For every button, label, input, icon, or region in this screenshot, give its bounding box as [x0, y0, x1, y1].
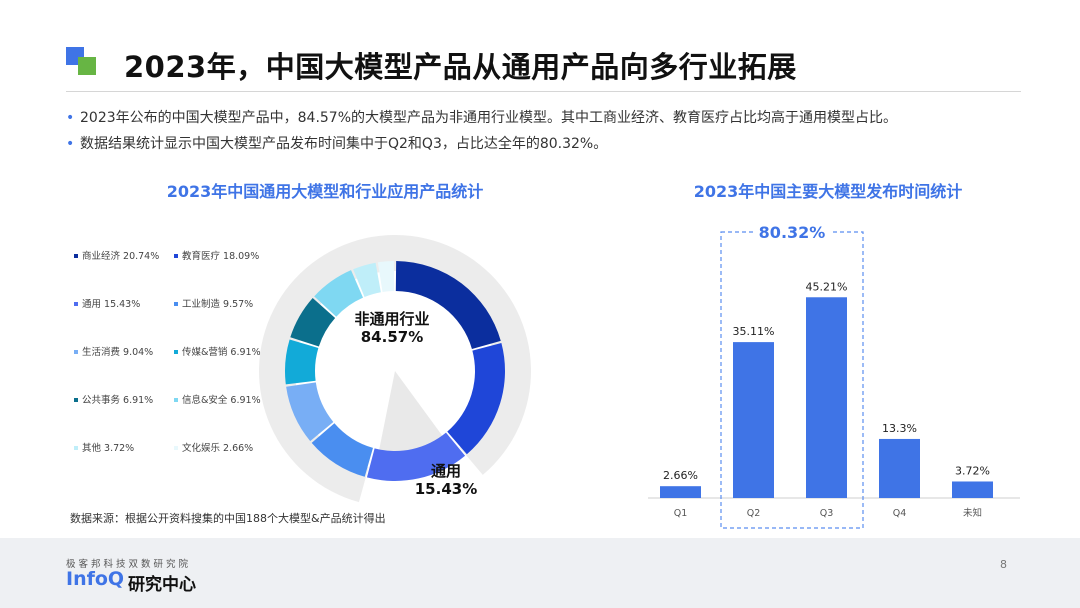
footer-brand-suffix: 研究中心: [128, 575, 196, 595]
donut-chart-title: 2023年中国通用大模型和行业应用产品统计: [166, 182, 484, 201]
donut-callout-general: 通用 15.43%: [406, 462, 486, 498]
legend-item: 信息&安全 6.91%: [174, 392, 261, 406]
logo-square-green: [78, 57, 96, 75]
legend-swatch: [74, 301, 78, 306]
bar: [733, 342, 774, 498]
legend-item: 通用 15.43%: [74, 296, 140, 310]
legend-item: 教育医疗 18.09%: [174, 248, 259, 262]
bar-value-label: 35.11%: [733, 325, 775, 338]
legend-label: 工业制造 9.57%: [182, 299, 254, 310]
legend-label: 公共事务 6.91%: [82, 395, 154, 406]
footer-subtitle: 极客邦科技双数研究院: [66, 559, 192, 570]
legend-item: 公共事务 6.91%: [74, 392, 153, 406]
legend-label: 生活消费 9.04%: [82, 347, 154, 358]
legend-swatch: [74, 397, 78, 402]
legend-item: 传媒&营销 6.91%: [174, 344, 261, 358]
bar: [879, 438, 920, 498]
donut-slice: [314, 270, 364, 317]
legend-swatch: [74, 445, 78, 450]
donut-callout-non-general: 非通用行业 84.57%: [340, 310, 444, 346]
donut-slice: [286, 382, 334, 442]
donut-chart: [259, 234, 531, 503]
bullet-item: • 数据结果统计显示中国大模型产品发布时间集中于Q2和Q3，占比达全年的80.3…: [66, 134, 1026, 160]
legend-swatch: [174, 397, 178, 402]
donut-callout-value: 84.57%: [360, 328, 424, 346]
legend-swatch: [174, 301, 178, 306]
donut-slice: [366, 432, 466, 481]
donut-callout-label: 通用: [430, 462, 461, 480]
legend-label: 信息&安全 6.91%: [182, 395, 261, 406]
bullet-dot-icon: •: [66, 110, 75, 126]
legend-label: 通用 15.43%: [82, 299, 141, 310]
legend-label: 传媒&营销 6.91%: [182, 347, 261, 358]
footer-brand-logo: InfoQ: [66, 568, 125, 590]
bar-value-label: 13.3%: [882, 422, 917, 435]
bar: [952, 481, 993, 498]
bar-value-label: 3.72%: [955, 464, 990, 477]
legend-item: 工业制造 9.57%: [174, 296, 253, 310]
bar: [806, 297, 847, 498]
bar-chart-title: 2023年中国主要大模型发布时间统计: [693, 182, 963, 201]
donut-slice: [395, 261, 501, 350]
legend-swatch: [174, 253, 178, 258]
donut-callout-value: 15.43%: [414, 480, 478, 498]
legend-swatch: [74, 253, 78, 258]
legend-item: 商业经济 20.74%: [74, 248, 159, 262]
legend-label: 其他 3.72%: [82, 443, 135, 454]
title-divider: [66, 91, 1021, 92]
donut-slice: [353, 262, 381, 298]
donut-slice: [290, 298, 336, 347]
highlight-label: 80.32%: [759, 223, 826, 242]
donut-slice: [377, 261, 395, 292]
legend-swatch: [174, 349, 178, 354]
bullet-dot-icon: •: [66, 136, 75, 152]
legend-item: 文化娱乐 2.66%: [174, 440, 253, 454]
page-title: 2023年，中国大模型产品从通用产品向多行业拓展: [124, 50, 797, 84]
bullet-text: 2023年公布的中国大模型产品中，84.57%的大模型产品为非通用行业模型。其中…: [80, 110, 898, 126]
bullet-item: • 2023年公布的中国大模型产品中，84.57%的大模型产品为非通用行业模型。…: [66, 108, 1026, 134]
page-number: 8: [1000, 558, 1007, 571]
legend-label: 教育医疗 18.09%: [182, 251, 260, 262]
bar-category-label: Q3: [820, 508, 834, 519]
donut-slice: [311, 423, 373, 477]
bar-category-label: Q4: [893, 508, 907, 519]
donut-callout-label: 非通用行业: [354, 310, 430, 328]
bar-value-label: 2.66%: [663, 469, 698, 482]
legend-swatch: [174, 445, 178, 450]
bar-category-label: 未知: [963, 507, 982, 519]
bullet-text: 数据结果统计显示中国大模型产品发布时间集中于Q2和Q3，占比达全年的80.32%…: [80, 136, 608, 152]
highlight-label-bg: [754, 224, 830, 240]
bar-category-label: Q1: [674, 508, 688, 519]
summary-bullets: • 2023年公布的中国大模型产品中，84.57%的大模型产品为非通用行业模型。…: [66, 108, 1026, 160]
legend-label: 文化娱乐 2.66%: [182, 443, 254, 454]
legend-item: 其他 3.72%: [74, 440, 134, 454]
bar-value-label: 45.21%: [806, 280, 848, 293]
legend-item: 生活消费 9.04%: [74, 344, 153, 358]
donut-slice: [285, 339, 319, 385]
legend-swatch: [74, 349, 78, 354]
bar: [660, 486, 701, 498]
footer-bar: [0, 538, 1080, 608]
data-source-note: 数据来源：根据公开资料搜集的中国188个大模型&产品统计得出: [70, 512, 386, 525]
donut-slice: [447, 343, 505, 455]
legend-label: 商业经济 20.74%: [82, 251, 160, 262]
bar-category-label: Q2: [747, 508, 761, 519]
bar-chart: 80.32% 2.66% Q1 35.11% Q2 45.21% Q3 13.3% Q4 3.72…: [648, 223, 1020, 529]
